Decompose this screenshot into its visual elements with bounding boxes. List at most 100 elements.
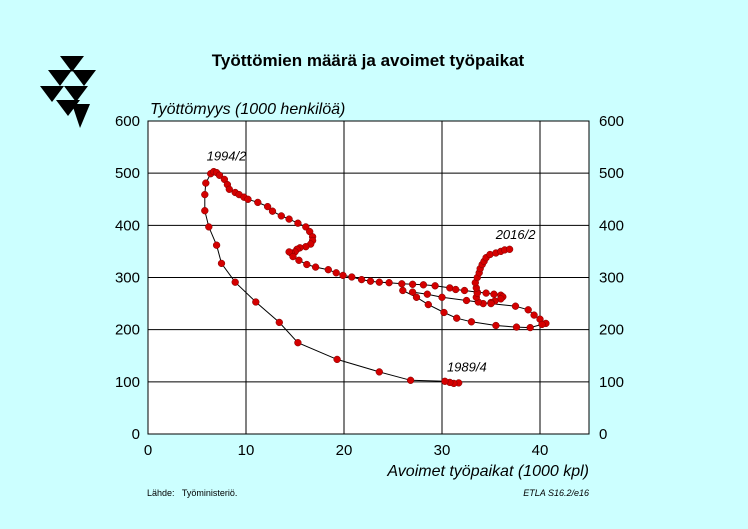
data-point xyxy=(505,245,514,253)
y-tick-label-right: 500 xyxy=(599,165,624,182)
y-tick-label-right: 300 xyxy=(599,270,624,287)
data-point xyxy=(399,286,407,295)
data-point xyxy=(348,273,356,281)
data-point xyxy=(215,171,224,179)
data-point xyxy=(408,280,417,288)
data-point xyxy=(530,311,538,319)
data-point xyxy=(294,339,302,347)
y-tick-label: 0 xyxy=(132,426,140,443)
data-point xyxy=(201,190,209,199)
data-point xyxy=(431,282,439,290)
data-point xyxy=(460,286,469,295)
data-point xyxy=(538,320,546,329)
data-point xyxy=(482,289,490,297)
y-tick-labels-left: 0 100 200 300 400 500 600 xyxy=(115,113,140,443)
data-point xyxy=(212,241,221,249)
data-point xyxy=(285,248,293,256)
x-tick-labels: 0 10 20 30 40 xyxy=(144,442,549,459)
data-point xyxy=(462,296,471,305)
data-point xyxy=(254,198,262,207)
data-point xyxy=(263,202,272,211)
x-tick-label: 40 xyxy=(532,442,549,459)
data-point xyxy=(512,323,521,331)
data-point xyxy=(217,259,226,268)
y-tick-label: 300 xyxy=(115,270,140,287)
data-point xyxy=(268,207,277,215)
data-point xyxy=(294,219,302,227)
y-tick-label: 500 xyxy=(115,165,140,182)
data-point xyxy=(357,275,366,284)
source-note: Lähde: Työministeriö. xyxy=(147,488,237,498)
gridlines xyxy=(148,121,589,434)
data-point xyxy=(332,269,340,277)
y-tick-label-right: 100 xyxy=(599,374,624,391)
data-point xyxy=(225,185,233,193)
data-point xyxy=(231,278,239,286)
y-tick-labels-right: 0 100 200 300 400 500 600 xyxy=(599,113,624,443)
data-point xyxy=(398,280,406,288)
data-point xyxy=(289,252,297,261)
data-point xyxy=(244,195,252,203)
data-point xyxy=(375,278,383,286)
data-point xyxy=(408,288,417,296)
series-markers xyxy=(201,167,550,388)
x-tick-label: 10 xyxy=(238,442,255,459)
data-point xyxy=(438,293,446,301)
data-point xyxy=(375,368,383,376)
chart-title: Työttömien määrä ja avoimet työpaikat xyxy=(212,51,525,70)
y-tick-label: 200 xyxy=(115,322,140,339)
data-point xyxy=(412,293,421,301)
data-point xyxy=(275,318,283,327)
data-point xyxy=(492,321,500,330)
data-point xyxy=(385,279,393,287)
data-point xyxy=(453,314,461,322)
data-point xyxy=(303,260,311,269)
x-tick-label: 20 xyxy=(336,442,353,459)
data-point xyxy=(285,215,293,223)
annotation-2016-2: 2016/2 xyxy=(495,227,537,242)
data-point xyxy=(302,243,310,251)
y-axis-label: Työttömyys (1000 henkilöä) xyxy=(150,101,345,118)
data-point xyxy=(333,355,341,364)
data-point xyxy=(487,299,495,308)
data-point xyxy=(419,281,428,289)
y-tick-label-right: 400 xyxy=(599,217,624,234)
data-point xyxy=(452,285,460,294)
data-point xyxy=(201,207,209,215)
data-point xyxy=(524,306,532,314)
y-tick-label-right: 600 xyxy=(599,113,624,130)
data-point xyxy=(202,179,210,187)
data-point xyxy=(295,256,303,264)
data-point xyxy=(324,266,332,274)
x-axis-label: Avoimet työpaikat (1000 kpl) xyxy=(386,463,589,480)
annotation-1994-2: 1994/2 xyxy=(207,149,248,164)
data-point xyxy=(440,308,448,317)
y-tick-label: 100 xyxy=(115,374,140,391)
data-point xyxy=(511,302,520,310)
data-point xyxy=(302,223,310,231)
data-point xyxy=(441,377,449,385)
data-point xyxy=(490,290,498,298)
x-tick-label: 30 xyxy=(434,442,451,459)
y-tick-label: 600 xyxy=(115,113,140,130)
y-tick-label: 400 xyxy=(115,217,140,234)
data-point xyxy=(424,300,432,309)
etla-logo xyxy=(40,56,96,128)
data-point xyxy=(366,277,375,285)
data-point xyxy=(339,271,347,280)
data-point xyxy=(406,376,415,384)
y-tick-label-right: 200 xyxy=(599,322,624,339)
chart-credit: ETLA S16.2/e16 xyxy=(523,488,589,498)
annotation-1989-4: 1989/4 xyxy=(447,359,487,374)
data-point xyxy=(467,318,476,326)
data-point xyxy=(311,263,320,271)
y-tick-label-right: 0 xyxy=(599,426,607,443)
data-point xyxy=(526,323,534,332)
data-point xyxy=(252,298,260,306)
data-point xyxy=(423,290,431,298)
x-tick-label: 0 xyxy=(144,442,152,459)
data-point xyxy=(277,212,285,220)
data-point xyxy=(205,223,213,231)
